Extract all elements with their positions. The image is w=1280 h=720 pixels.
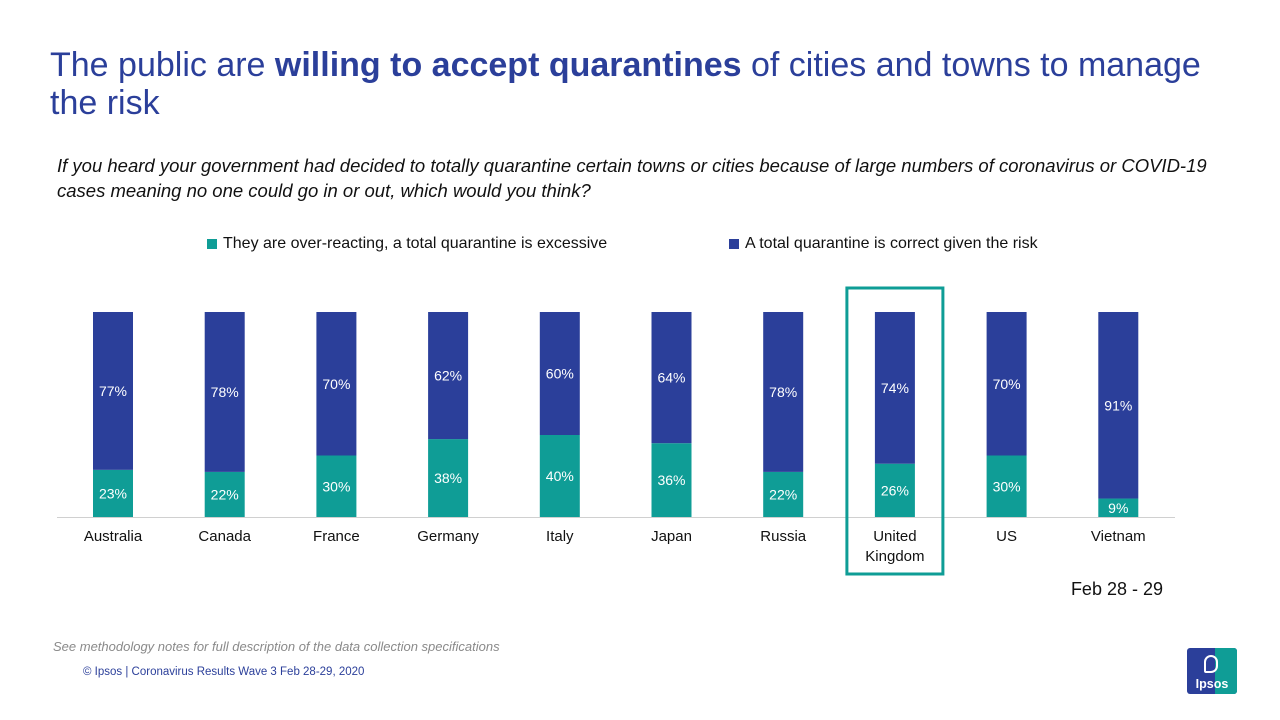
category-label-5: Japan — [651, 528, 692, 545]
survey-question: If you heard your government had decided… — [57, 155, 1207, 201]
bar-overreacting-1 — [204, 471, 245, 517]
ipsos-logo: Ipsos — [1187, 648, 1237, 694]
legend-label-correct: A total quarantine is correct given the … — [745, 235, 1038, 252]
bar-correct-8 — [986, 312, 1027, 456]
data-label-correct-8: 70% — [993, 376, 1021, 392]
bar-overreacting-8 — [986, 455, 1027, 517]
category-label-line: France — [313, 528, 360, 545]
category-label-8: US — [996, 528, 1017, 545]
bar-overreacting-4 — [539, 435, 580, 517]
category-label-0: Australia — [84, 528, 143, 545]
data-label-correct-5: 64% — [657, 370, 685, 386]
legend-item-correct: A total quarantine is correct given the … — [729, 235, 1038, 253]
bar-correct-1 — [204, 312, 245, 472]
data-label-correct-1: 78% — [211, 384, 239, 400]
category-label-7: United Kingdom — [865, 528, 924, 565]
title-part1: The public are — [50, 46, 275, 84]
logo-speech-bubble-icon — [1204, 655, 1218, 673]
bar-overreacting-0 — [93, 469, 133, 517]
legend-item-overreacting: They are over-reacting, a total quaranti… — [207, 235, 607, 253]
category-label-line: Germany — [417, 528, 479, 545]
category-label-line: Australia — [84, 528, 143, 545]
data-label-correct-9: 91% — [1104, 397, 1132, 413]
data-label-correct-7: 74% — [881, 380, 909, 396]
page-title: The public are willing to accept quarant… — [50, 46, 1230, 122]
data-label-correct-2: 70% — [322, 376, 350, 392]
data-label-overreacting-5: 36% — [657, 472, 685, 488]
data-label-correct-6: 78% — [769, 384, 797, 400]
bar-correct-3 — [428, 312, 469, 440]
data-label-correct-4: 60% — [546, 366, 574, 382]
data-label-overreacting-7: 26% — [881, 482, 909, 498]
category-label-4: Italy — [546, 528, 574, 545]
bar-overreacting-3 — [428, 439, 469, 517]
category-label-6: Russia — [760, 528, 807, 545]
bar-overreacting-5 — [651, 443, 692, 517]
chart-legend: They are over-reacting, a total quaranti… — [0, 235, 1280, 259]
bar-correct-9 — [1098, 312, 1139, 499]
category-label-1: Canada — [198, 528, 251, 545]
bar-correct-0 — [93, 312, 133, 470]
data-label-overreacting-0: 23% — [99, 485, 127, 501]
data-label-overreacting-8: 30% — [993, 478, 1021, 494]
bar-correct-5 — [651, 312, 692, 444]
category-label-line: Japan — [651, 528, 692, 545]
bar-overreacting-6 — [763, 471, 804, 517]
highlight-box — [845, 286, 945, 576]
legend-swatch-blue — [729, 239, 739, 249]
category-label-2: France — [313, 528, 360, 545]
bar-overreacting-2 — [316, 455, 357, 517]
category-label-3: Germany — [417, 528, 479, 545]
bar-correct-6 — [763, 312, 804, 472]
title-bold: willing to accept quarantines — [274, 46, 742, 84]
data-label-overreacting-6: 22% — [769, 486, 797, 502]
category-label-line: Kingdom — [865, 548, 924, 565]
data-label-overreacting-2: 30% — [322, 478, 350, 494]
category-label-line: Italy — [546, 528, 574, 545]
category-label-9: Vietnam — [1091, 528, 1146, 545]
bar-overreacting-9 — [1098, 498, 1139, 517]
data-label-correct-0: 77% — [99, 383, 127, 399]
legend-swatch-teal — [207, 239, 217, 249]
title-part2: of cities and towns to manage the risk — [50, 46, 1201, 122]
category-label-line: US — [996, 528, 1017, 545]
category-label-line: Canada — [198, 528, 251, 545]
methodology-footnote: See methodology notes for full descripti… — [53, 639, 500, 654]
logo-accent — [1215, 648, 1237, 694]
bar-overreacting-7 — [874, 463, 915, 517]
logo-text: Ipsos — [1195, 677, 1229, 691]
data-label-overreacting-3: 38% — [434, 470, 462, 486]
data-label-correct-3: 62% — [434, 368, 462, 384]
bar-correct-7 — [874, 312, 915, 464]
bar-correct-2 — [316, 312, 357, 456]
bar-correct-4 — [539, 312, 580, 435]
date-label: Feb 28 - 29 — [1070, 579, 1163, 599]
category-label-line: United — [873, 528, 916, 545]
category-label-line: Russia — [760, 528, 807, 545]
copyright-text: © Ipsos | Coronavirus Results Wave 3 Feb… — [83, 666, 365, 678]
data-label-overreacting-1: 22% — [211, 486, 239, 502]
category-label-line: Vietnam — [1091, 528, 1146, 545]
legend-label-overreacting: They are over-reacting, a total quaranti… — [223, 235, 608, 252]
data-label-overreacting-4: 40% — [546, 468, 574, 484]
data-label-overreacting-9: 9% — [1108, 500, 1128, 516]
